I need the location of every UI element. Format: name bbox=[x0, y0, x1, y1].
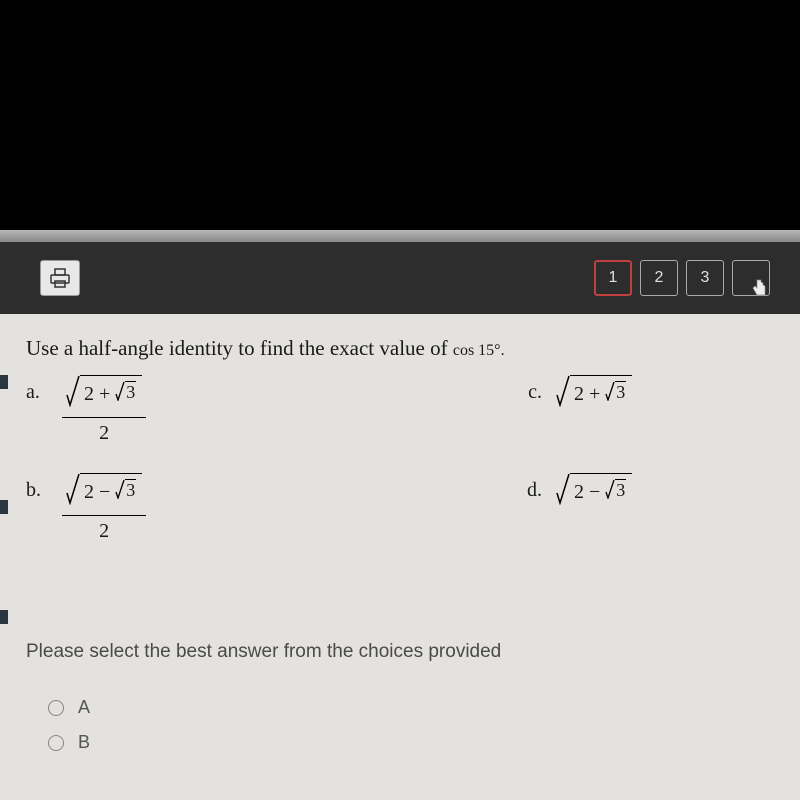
choice-expr: 2 + 3 2 bbox=[62, 375, 146, 445]
page-btn-3[interactable]: 3 bbox=[686, 260, 724, 296]
answer-option-a[interactable]: A bbox=[48, 697, 774, 718]
choice-letter: d. bbox=[520, 473, 542, 502]
prompt-math: cos 15°. bbox=[453, 342, 505, 359]
page-btn-1[interactable]: 1 bbox=[594, 260, 632, 296]
page-nav: 1 2 3 bbox=[594, 260, 770, 296]
radio-circle-icon bbox=[48, 735, 64, 751]
choice-a: a. 2 + 3 2 bbox=[26, 375, 400, 445]
answer-label: A bbox=[78, 697, 90, 718]
cursor-hand-icon bbox=[751, 277, 767, 297]
page-btn-4[interactable] bbox=[732, 260, 770, 296]
toolbar: 1 2 3 bbox=[0, 242, 800, 314]
choice-expr: 2 − 3 bbox=[556, 473, 632, 511]
radicand-text: 2 − bbox=[84, 481, 115, 503]
side-nub bbox=[0, 500, 8, 514]
prompt-text: Use a half-angle identity to find the ex… bbox=[26, 336, 453, 360]
choice-b: b. 2 − 3 2 bbox=[26, 473, 400, 543]
page-label: 3 bbox=[701, 269, 710, 287]
choice-c: c. 2 + 3 bbox=[400, 375, 774, 445]
choices-grid: a. 2 + 3 2 c. bbox=[26, 375, 774, 571]
inner-radicand: 3 bbox=[125, 381, 136, 403]
choice-letter: b. bbox=[26, 473, 48, 502]
window-chrome-bar bbox=[0, 230, 800, 242]
side-nub bbox=[0, 610, 8, 624]
denominator: 2 bbox=[62, 516, 146, 543]
page-label: 2 bbox=[655, 269, 664, 287]
choice-letter: a. bbox=[26, 375, 48, 404]
side-nub bbox=[0, 375, 8, 389]
choice-expr: 2 + 3 bbox=[556, 375, 632, 413]
denominator: 2 bbox=[62, 418, 146, 445]
instruction-text: Please select the best answer from the c… bbox=[26, 641, 774, 663]
page-label: 1 bbox=[609, 269, 618, 287]
radicand-text: 2 + bbox=[84, 383, 115, 405]
answer-label: B bbox=[78, 732, 90, 753]
print-button[interactable] bbox=[40, 260, 80, 296]
radio-circle-icon bbox=[48, 700, 64, 716]
answer-option-b[interactable]: B bbox=[48, 732, 774, 753]
page-btn-2[interactable]: 2 bbox=[640, 260, 678, 296]
choice-letter: c. bbox=[520, 375, 542, 404]
print-icon bbox=[49, 268, 71, 288]
inner-radicand: 3 bbox=[615, 381, 626, 403]
question-content: Use a half-angle identity to find the ex… bbox=[0, 314, 800, 800]
radicand-text: 2 − bbox=[574, 481, 605, 503]
black-letterbox-top bbox=[0, 0, 800, 230]
answer-options: A B bbox=[48, 697, 774, 753]
choice-d: d. 2 − 3 bbox=[400, 473, 774, 543]
radicand-text: 2 + bbox=[574, 383, 605, 405]
inner-radicand: 3 bbox=[615, 479, 626, 501]
choice-expr: 2 − 3 2 bbox=[62, 473, 146, 543]
question-prompt: Use a half-angle identity to find the ex… bbox=[26, 336, 774, 361]
inner-radicand: 3 bbox=[125, 479, 136, 501]
